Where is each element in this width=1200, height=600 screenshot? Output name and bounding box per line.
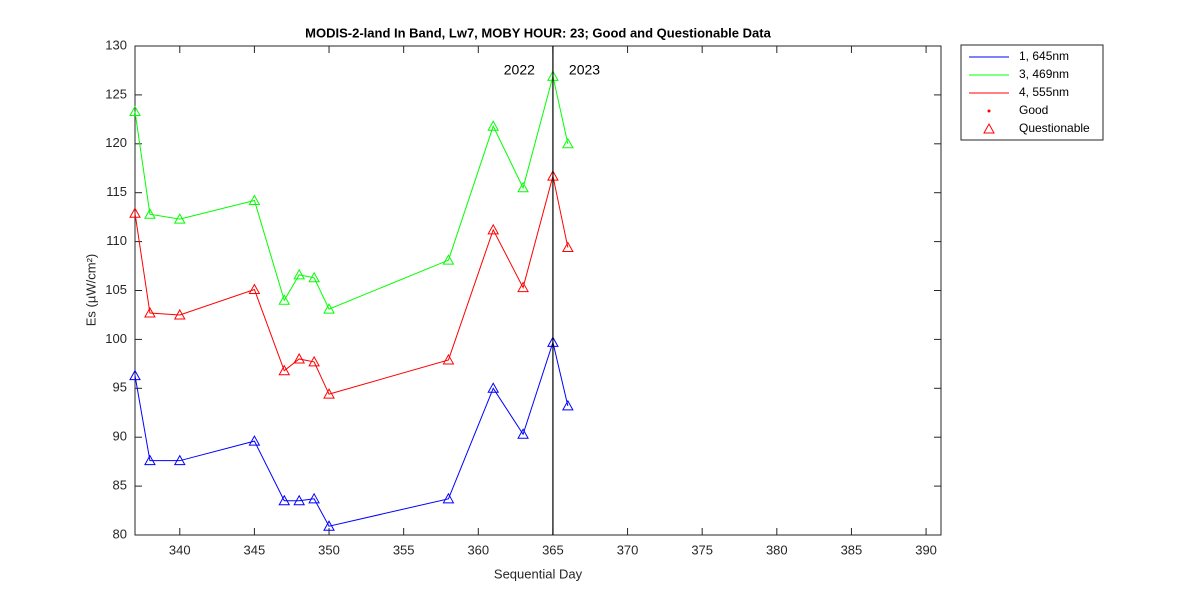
data-point xyxy=(442,353,455,365)
y-tick-label: 85 xyxy=(113,478,127,493)
series-line xyxy=(134,76,569,310)
data-point xyxy=(487,223,500,235)
data-point xyxy=(173,213,186,224)
legend-label: 1, 645nm xyxy=(1019,49,1069,63)
y-tick-label: 115 xyxy=(106,184,127,199)
data-point xyxy=(323,388,335,399)
data-point xyxy=(144,454,156,466)
data-point xyxy=(517,181,529,193)
data-point xyxy=(442,492,455,504)
legend-label: Questionable xyxy=(1019,121,1090,135)
data-point xyxy=(517,281,529,293)
x-tick-label: 370 xyxy=(617,542,639,557)
data-point xyxy=(517,428,529,439)
x-tick-label: 365 xyxy=(542,542,564,557)
data-point xyxy=(248,194,261,206)
chart-title: MODIS-2-land In Band, Lw7, MOBY HOUR: 23… xyxy=(305,25,771,40)
x-tick-label: 350 xyxy=(318,542,340,557)
data-point xyxy=(173,308,186,320)
data-point xyxy=(293,494,306,506)
y-tick-label: 100 xyxy=(105,331,127,346)
data-point xyxy=(248,435,261,446)
x-axis-label: Sequential Day xyxy=(494,566,583,581)
x-tick-label: 390 xyxy=(915,542,937,557)
data-point xyxy=(323,520,335,531)
x-tick-label: 385 xyxy=(841,542,863,557)
data-point xyxy=(144,306,156,318)
data-point xyxy=(144,208,156,219)
data-point xyxy=(308,492,320,504)
x-tick-label: 340 xyxy=(169,542,191,557)
legend-label: 3, 469nm xyxy=(1019,67,1069,81)
data-point xyxy=(129,207,141,218)
data-point xyxy=(293,352,306,364)
data-point xyxy=(562,241,574,252)
y-tick-label: 110 xyxy=(106,233,127,248)
y-tick-label: 80 xyxy=(113,526,127,541)
plot-area xyxy=(134,45,942,536)
x-tick-label: 345 xyxy=(244,542,266,557)
x-tick-label: 375 xyxy=(691,542,713,557)
data-point xyxy=(562,399,574,411)
data-point xyxy=(308,271,320,283)
x-tick-label: 380 xyxy=(766,542,788,557)
y-tick-label: 130 xyxy=(105,37,127,52)
series-line xyxy=(134,340,569,527)
x-tick-label: 355 xyxy=(393,542,415,557)
series-line xyxy=(134,175,569,395)
y-axis-label: Es (µW/cm²) xyxy=(83,254,98,326)
data-point xyxy=(278,294,291,305)
legend-label: Good xyxy=(1019,103,1048,117)
x-tick-label: 360 xyxy=(467,542,489,557)
data-point xyxy=(293,268,306,280)
year-label: 2022 xyxy=(504,62,535,78)
data-point xyxy=(442,254,455,265)
data-point xyxy=(562,137,574,149)
data-point xyxy=(129,105,141,117)
y-tick-label: 95 xyxy=(113,380,127,395)
data-point xyxy=(487,120,500,131)
data-point xyxy=(129,369,141,381)
data-point xyxy=(278,494,291,506)
y-tick-label: 120 xyxy=(105,135,127,150)
y-tick-label: 90 xyxy=(113,429,127,444)
y-tick-label: 125 xyxy=(105,86,127,101)
data-point xyxy=(278,364,291,376)
legend-marker xyxy=(987,109,991,113)
data-point xyxy=(248,283,261,295)
year-label: 2023 xyxy=(569,62,600,78)
data-point xyxy=(323,303,335,314)
legend-label: 4, 555nm xyxy=(1019,85,1069,99)
data-point xyxy=(173,454,186,466)
data-point xyxy=(308,355,320,367)
y-tick-label: 105 xyxy=(105,282,127,297)
legend-marker xyxy=(983,122,995,134)
data-point xyxy=(487,382,500,393)
